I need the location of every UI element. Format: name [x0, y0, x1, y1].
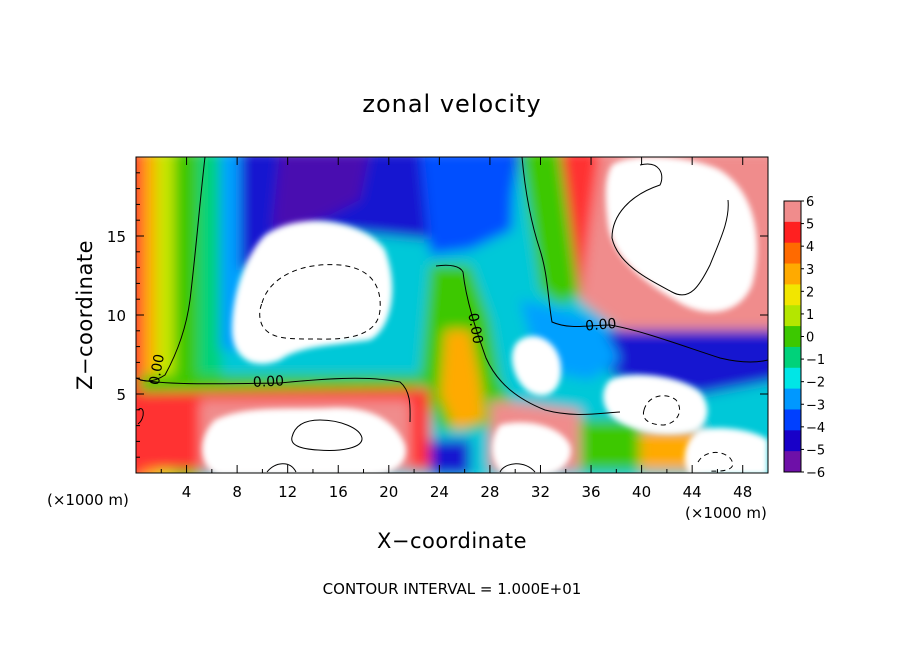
x-unit-right: (×1000 m) [685, 504, 767, 522]
x-axis: 4 8 12 16 20 24 28 32 36 40 44 48 [160, 157, 752, 501]
colorbar-swatch [784, 451, 801, 473]
colorbar-label: 3 [806, 263, 814, 278]
x-tick-label: 36 [581, 483, 600, 501]
contour-label: 0.00 [253, 373, 285, 391]
colorbar-label: −5 [806, 443, 825, 458]
x-tick-label: 16 [329, 483, 348, 501]
y-axis-label: Z−coordinate [73, 240, 97, 390]
colorbar-label: 5 [806, 218, 814, 233]
x-tick-label: 48 [733, 483, 752, 501]
colorbar-label: 6 [806, 195, 814, 210]
x-tick-label: 8 [232, 483, 242, 501]
colorbar-label: −3 [806, 398, 825, 413]
colorbar-label: −4 [806, 421, 825, 436]
chart-title: zonal velocity [362, 90, 541, 118]
contour-label: 0.00 [147, 353, 168, 386]
colorbar-swatch [784, 284, 801, 306]
x-tick-label: 44 [683, 483, 702, 501]
colorbar-swatch [784, 346, 801, 369]
colorbar-label: −2 [806, 376, 825, 391]
colorbar-label: 2 [806, 285, 814, 300]
contour-labels: 0.00 0.00 0.00 0.00 [147, 312, 617, 391]
contour-label: 0.00 [585, 316, 617, 335]
colorbar-label: −1 [806, 353, 825, 368]
colorbar-swatch [784, 430, 801, 452]
colorbar: 6 5 4 3 2 1 0 −1 −2 −3 −4 −5 −6 [783, 195, 825, 481]
colorbar-swatch [784, 388, 801, 410]
plot-area [136, 157, 768, 473]
colorbar-swatch [784, 305, 801, 327]
colorbar-swatch [784, 201, 801, 223]
colorbar-label: 0 [806, 331, 814, 346]
colorbar-swatch [784, 221, 801, 244]
colorbar-swatch [784, 242, 801, 265]
colorbar-swatch [784, 409, 801, 431]
colorbar-label: 4 [806, 240, 814, 255]
x-tick-label: 20 [379, 483, 398, 501]
x-tick-label: 32 [531, 483, 550, 501]
x-tick-label: 24 [430, 483, 449, 501]
colorbar-swatch [784, 263, 801, 285]
colorbar-swatch [784, 367, 801, 390]
y-tick-label: 15 [107, 228, 126, 246]
contour-interval-footer: CONTOUR INTERVAL = 1.000E+01 [323, 580, 582, 598]
contour-label: 0.00 [464, 312, 485, 345]
y-tick-label: 10 [107, 307, 126, 325]
colorbar-label: 1 [806, 308, 814, 323]
colorbar-swatch [784, 326, 801, 348]
colorbar-label: −6 [806, 466, 825, 481]
x-tick-label: 28 [480, 483, 499, 501]
x-unit-left: (×1000 m) [47, 491, 129, 509]
x-tick-label: 4 [182, 483, 192, 501]
x-tick-label: 40 [632, 483, 651, 501]
y-axis: 5 10 15 [107, 172, 768, 458]
x-tick-label: 12 [278, 483, 297, 501]
x-axis-label: X−coordinate [377, 529, 527, 553]
y-tick-label: 5 [116, 386, 126, 404]
